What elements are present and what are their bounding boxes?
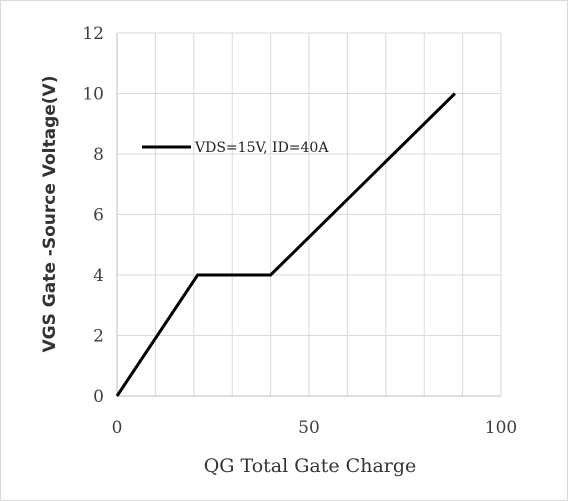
y-tick-label: 12: [82, 24, 104, 44]
y-axis-title: VGS Gate -Source Voltage(V): [40, 76, 60, 353]
x-tick-label: 100: [485, 418, 517, 438]
plot-axes: [116, 33, 501, 397]
y-tick-label: 10: [82, 85, 104, 105]
y-tick-label: 8: [93, 145, 104, 165]
y-tick-label: 4: [93, 266, 104, 286]
x-axis-title: QG Total Gate Charge: [204, 455, 417, 477]
series-lines: [115, 92, 456, 397]
x-tick-labels: 0 50 100: [112, 418, 518, 438]
y-tick-label: 0: [93, 387, 104, 407]
x-tick-label: 50: [298, 418, 320, 438]
y-tick-labels: 0 2 4 6 8 10 12: [82, 24, 104, 407]
y-tick-label: 2: [93, 327, 104, 347]
legend: VDS=15V, ID=40A: [142, 140, 329, 156]
legend-label: VDS=15V, ID=40A: [194, 140, 329, 156]
series-line: [115, 92, 456, 397]
x-tick-label: 0: [112, 418, 123, 438]
grid-lines: [116, 32, 502, 397]
y-tick-label: 6: [93, 206, 104, 226]
